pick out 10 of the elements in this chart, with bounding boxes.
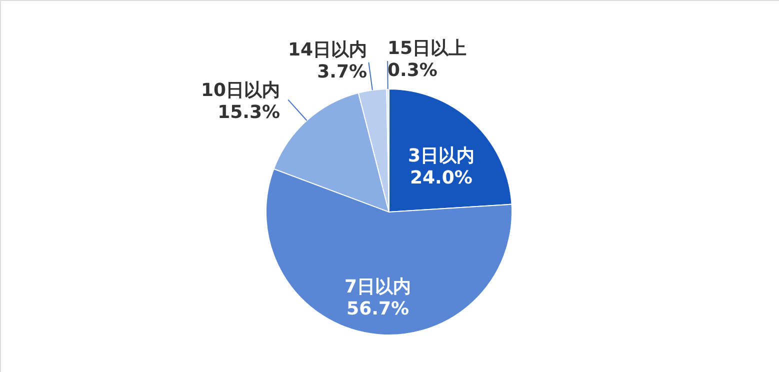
data-label: 0.3% — [387, 60, 438, 82]
slice-label: 15日以上 — [387, 38, 467, 60]
data-label: 15.3% — [218, 102, 280, 123]
slice-label: 14日以内 — [288, 39, 368, 60]
data-label: 3.7% — [317, 61, 368, 82]
data-label: 24.0% — [410, 167, 472, 188]
slice-label: 7日以内 — [344, 276, 412, 298]
slice-label: 10日以内 — [200, 80, 280, 101]
data-label: 56.7% — [346, 298, 410, 320]
slice-label: 3日以内 — [408, 145, 474, 166]
